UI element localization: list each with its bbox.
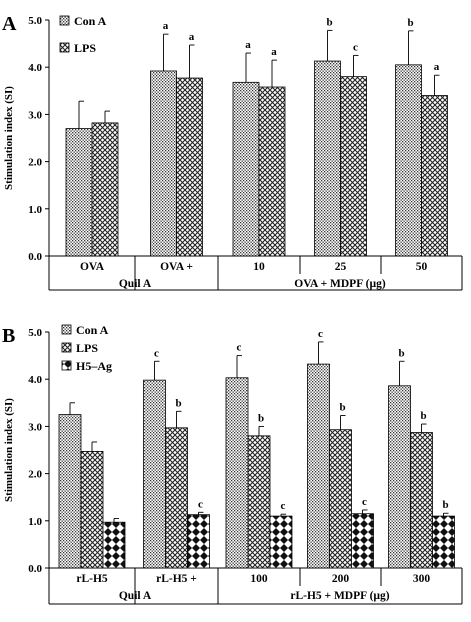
bar-check-1 bbox=[176, 77, 203, 257]
category-label: 50 bbox=[416, 261, 428, 273]
y-tick-label: 0.0 bbox=[28, 563, 42, 575]
y-tick-label: 5.0 bbox=[28, 327, 42, 339]
bar-check-3 bbox=[340, 76, 367, 257]
category-label: 10 bbox=[253, 261, 265, 273]
y-axis-title: Stimulation index (SI) bbox=[3, 86, 15, 190]
significance-letter: b bbox=[175, 397, 181, 409]
significance-letter: c bbox=[362, 496, 367, 508]
bar-diamond-0 bbox=[102, 521, 126, 569]
y-tick-label: 1.0 bbox=[28, 516, 42, 528]
bar-dots-1 bbox=[143, 379, 166, 569]
bar-diamond-4 bbox=[432, 515, 455, 569]
bar-check-2 bbox=[247, 435, 271, 569]
bar-check-0 bbox=[91, 122, 119, 257]
y-tick-label: 3.0 bbox=[28, 421, 42, 433]
bar-dots-4 bbox=[388, 385, 411, 569]
y-tick-label: 4.0 bbox=[28, 62, 42, 74]
legend-label: Con A bbox=[74, 14, 107, 28]
y-axis-title: Stimulation index (SI) bbox=[3, 398, 15, 502]
significance-letter: c bbox=[353, 41, 358, 53]
y-tick-label: 5.0 bbox=[28, 15, 42, 27]
category-label-line2: Quil A bbox=[119, 590, 152, 602]
panel-letter: B bbox=[2, 325, 15, 347]
bar-dots-2 bbox=[225, 377, 249, 569]
significance-letter: a bbox=[163, 20, 169, 32]
category-label: 100 bbox=[250, 573, 268, 585]
category-label-line2: Quil A bbox=[119, 278, 152, 290]
bar-check-2 bbox=[258, 86, 286, 257]
legend-label: LPS bbox=[74, 41, 96, 55]
bar-check-3 bbox=[329, 429, 352, 569]
y-tick-label: 4.0 bbox=[28, 374, 42, 386]
legend-swatch-check bbox=[61, 342, 72, 353]
bar-check-4 bbox=[410, 432, 433, 569]
significance-letter: a bbox=[189, 31, 195, 43]
chart-panel-b: B 0.0 1.0 2.0 3.0 4.0 5.0 Stimulation index (SI… bbox=[2, 323, 463, 605]
bar-diamond-1 bbox=[187, 514, 210, 569]
category-label: OVA + bbox=[160, 261, 193, 273]
bar-diamond-2 bbox=[269, 515, 293, 569]
legend-swatch-check bbox=[59, 42, 70, 53]
significance-letter: a bbox=[245, 39, 251, 51]
significance-letter: a bbox=[271, 46, 277, 58]
significance-letter: c bbox=[198, 498, 203, 510]
legend-swatch-diamond bbox=[61, 360, 72, 371]
legend-label: Con A bbox=[76, 323, 109, 337]
bar-check-4 bbox=[421, 95, 448, 257]
significance-letter: b bbox=[326, 16, 332, 28]
bar-dots-3 bbox=[314, 60, 341, 257]
significance-letter: b bbox=[420, 410, 426, 422]
bar-check-0 bbox=[80, 451, 104, 569]
dose-group-label: rL-H5 + MDPF (µg) bbox=[290, 590, 389, 602]
category-label: 300 bbox=[413, 573, 431, 585]
legend-label: H5–Ag bbox=[76, 359, 112, 373]
y-tick-label: 1.0 bbox=[28, 204, 42, 216]
panel-letter: A bbox=[2, 13, 17, 35]
legend-label: LPS bbox=[76, 341, 98, 355]
significance-letter: c bbox=[154, 347, 159, 359]
y-tick-label: 2.0 bbox=[28, 157, 42, 169]
legend-swatch-dots bbox=[59, 15, 70, 26]
category-label: rL-H5 bbox=[76, 573, 108, 585]
significance-letter: b bbox=[258, 412, 264, 424]
significance-letter: b bbox=[339, 402, 345, 414]
bar-check-1 bbox=[165, 427, 188, 569]
y-tick-label: 2.0 bbox=[28, 469, 42, 481]
chart-panel-a: A 0.0 1.0 2.0 3.0 4.0 5.0 Stimulation index (SI… bbox=[2, 13, 463, 291]
bar-dots-0 bbox=[65, 128, 93, 257]
significance-letter: b bbox=[407, 17, 413, 29]
bar-dots-1 bbox=[150, 70, 177, 257]
significance-letter: c bbox=[318, 328, 323, 340]
bar-diamond-3 bbox=[351, 513, 374, 569]
bar-dots-4 bbox=[395, 64, 422, 257]
bar-dots-2 bbox=[232, 81, 260, 257]
significance-letter: a bbox=[434, 61, 440, 73]
dose-group-label: OVA + MDPF (µg) bbox=[294, 278, 386, 290]
bar-dots-3 bbox=[307, 363, 330, 569]
significance-letter: c bbox=[237, 342, 242, 354]
category-label: 200 bbox=[332, 573, 350, 585]
bar-dots-0 bbox=[58, 414, 82, 569]
category-label: OVA bbox=[80, 261, 105, 273]
significance-letter: b bbox=[442, 499, 448, 511]
legend-swatch-dots bbox=[61, 324, 72, 335]
significance-letter: c bbox=[281, 500, 286, 512]
y-tick-label: 3.0 bbox=[28, 109, 42, 121]
category-label: rL-H5 + bbox=[156, 573, 197, 585]
category-label: 25 bbox=[335, 261, 347, 273]
y-tick-label: 0.0 bbox=[28, 251, 42, 263]
significance-letter: b bbox=[398, 347, 404, 359]
